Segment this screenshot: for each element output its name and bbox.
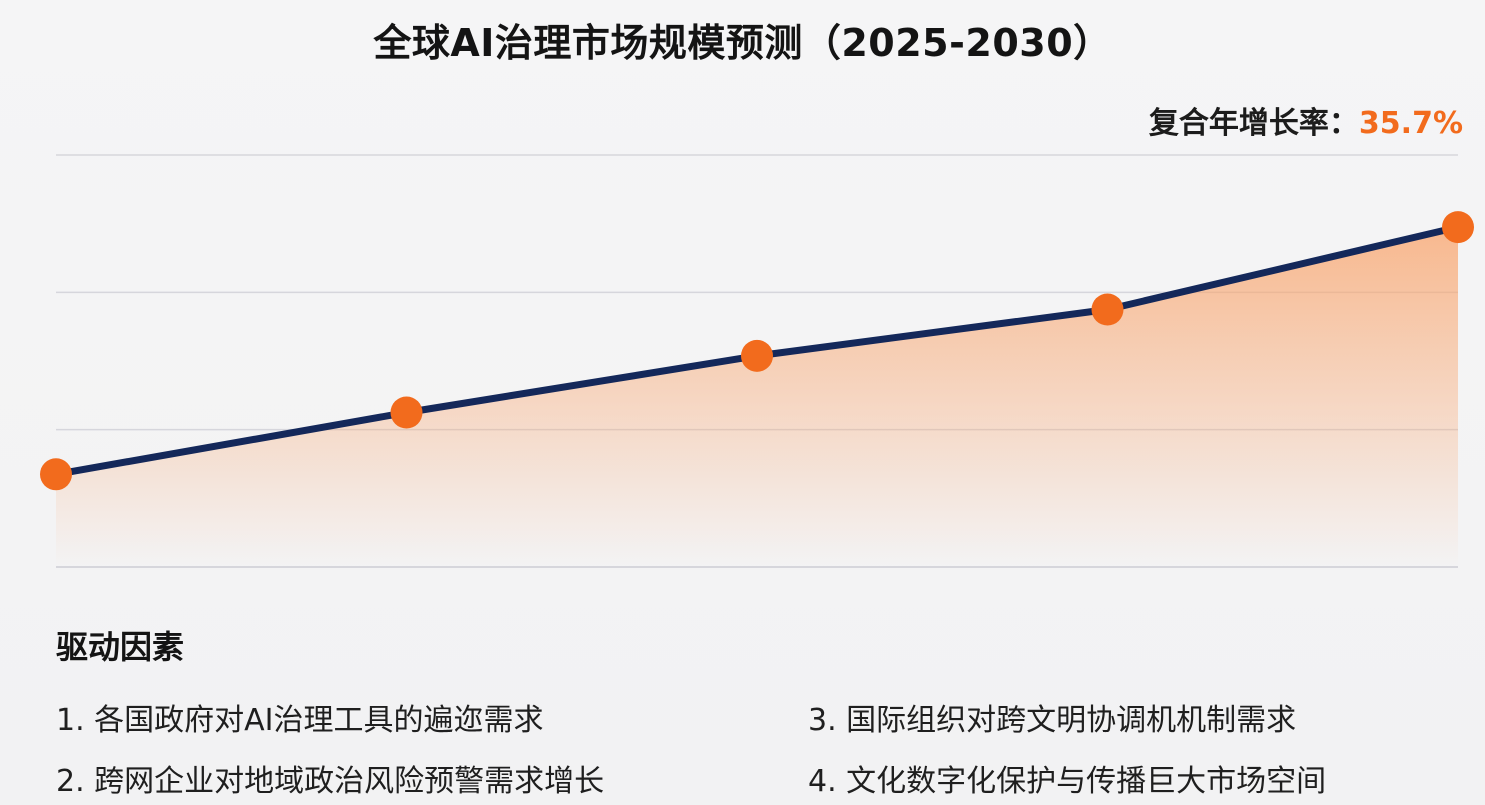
driver-item-4: 4. 文化数字化保护与传播巨大市场空间 <box>808 764 1327 799</box>
data-point <box>1442 211 1474 244</box>
data-point <box>1091 293 1124 326</box>
drivers-heading: 驱动因素 <box>56 628 185 666</box>
data-point <box>741 339 773 372</box>
driver-item-2: 2. 跨网企业对地域政治风险预警需求增长 <box>56 764 605 799</box>
cagr-label: 复合年增长率： <box>1148 106 1359 141</box>
driver-item-1: 1. 各国政府对AI治理工具的遍迩需求 <box>56 703 544 738</box>
data-point <box>390 396 423 429</box>
cagr-value: 35.7% <box>1358 106 1463 141</box>
data-point-markers <box>40 211 1474 491</box>
line-chart <box>40 154 1474 568</box>
cagr-annotation: 复合年增长率：35.7% <box>1149 98 1463 142</box>
data-point <box>40 458 72 491</box>
driver-item-3: 3. 国际组织对跨文明协调机机制需求 <box>808 703 1297 738</box>
chart-title: 全球AI治理市场规模预测（2025-2030） <box>373 21 1112 65</box>
